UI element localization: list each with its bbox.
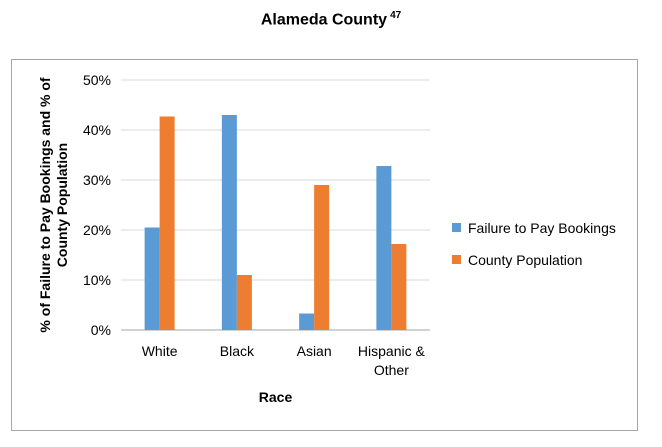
bar-failure-to-pay: [144, 227, 160, 330]
bar-county-population: [391, 244, 407, 330]
title-text: Alameda County: [260, 11, 388, 29]
y-axis-title: County Population: [54, 143, 70, 267]
y-tick-label: 30%: [83, 172, 111, 188]
y-tick-label: 50%: [83, 72, 111, 88]
x-axis-title: Race: [259, 389, 293, 405]
y-axis-title: % of Failure to Pay Bookings and % of: [37, 77, 53, 332]
title-footnote: 47: [390, 10, 402, 21]
x-tick-label: Black: [220, 343, 255, 359]
x-tick-label: Other: [374, 362, 409, 378]
legend-swatch: [452, 255, 461, 264]
bar-county-population: [236, 275, 252, 330]
x-tick-label: Hispanic &: [358, 343, 426, 359]
legend-label: County Population: [468, 252, 582, 268]
legend-swatch: [452, 223, 461, 232]
bar-failure-to-pay: [221, 115, 237, 330]
legend-label: Failure to Pay Bookings: [468, 220, 616, 236]
chart-frame: [11, 59, 638, 431]
x-tick-label: Asian: [297, 343, 332, 359]
x-tick-label: White: [142, 343, 178, 359]
y-tick-label: 20%: [83, 222, 111, 238]
y-tick-label: 0%: [91, 322, 111, 338]
bar-failure-to-pay: [299, 313, 315, 330]
y-tick-label: 40%: [83, 122, 111, 138]
bar-failure-to-pay: [376, 166, 392, 330]
bar-county-population: [159, 116, 175, 330]
page-title: Alameda County 47: [0, 10, 662, 29]
bar-county-population: [314, 185, 330, 330]
y-tick-label: 10%: [83, 272, 111, 288]
